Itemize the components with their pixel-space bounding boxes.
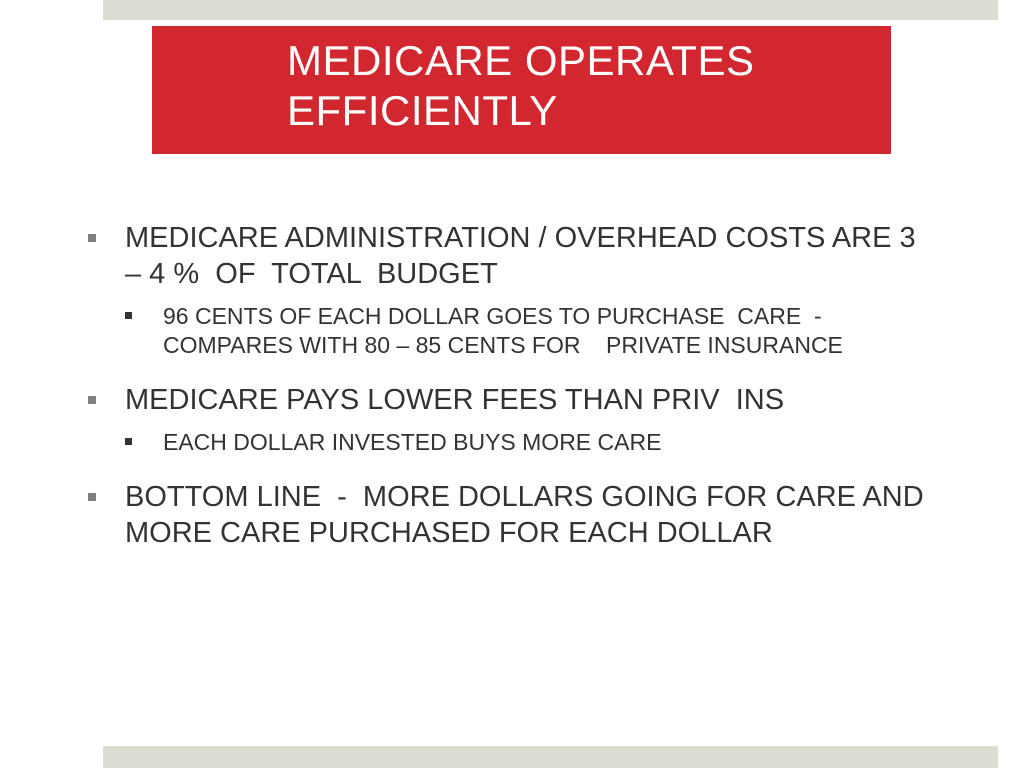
bullet-group: MEDICARE PAYS LOWER FEES THAN PRIV INS E… xyxy=(88,382,938,457)
square-bullet-icon xyxy=(125,312,132,319)
square-bullet-icon xyxy=(125,438,132,445)
sub-bullet-list: EACH DOLLAR INVESTED BUYS MORE CARE xyxy=(125,428,938,457)
sub-bullet-item: EACH DOLLAR INVESTED BUYS MORE CARE xyxy=(125,428,938,457)
square-bullet-icon xyxy=(88,396,96,404)
bullet-item: BOTTOM LINE - MORE DOLLARS GOING FOR CAR… xyxy=(88,479,938,551)
sub-bullet-list: 96 CENTS OF EACH DOLLAR GOES TO PURCHASE… xyxy=(125,302,938,360)
square-bullet-icon xyxy=(88,234,96,242)
square-bullet-icon xyxy=(88,493,96,501)
sub-bullet-item: 96 CENTS OF EACH DOLLAR GOES TO PURCHASE… xyxy=(125,302,938,360)
top-decorative-band xyxy=(103,0,998,20)
title-box: MEDICARE OPERATES EFFICIENTLY xyxy=(152,26,891,154)
bottom-decorative-band xyxy=(103,746,998,768)
slide-title: MEDICARE OPERATES EFFICIENTLY xyxy=(287,37,755,134)
bullet-group: MEDICARE ADMINISTRATION / OVERHEAD COSTS… xyxy=(88,220,938,360)
sub-bullet-text: 96 CENTS OF EACH DOLLAR GOES TO PURCHASE… xyxy=(163,303,843,358)
bullet-item: MEDICARE ADMINISTRATION / OVERHEAD COSTS… xyxy=(88,220,938,292)
bullet-item: MEDICARE PAYS LOWER FEES THAN PRIV INS xyxy=(88,382,938,418)
sub-bullet-text: EACH DOLLAR INVESTED BUYS MORE CARE xyxy=(163,429,662,455)
bullet-text: BOTTOM LINE - MORE DOLLARS GOING FOR CAR… xyxy=(125,481,932,549)
bullet-list: MEDICARE ADMINISTRATION / OVERHEAD COSTS… xyxy=(88,220,938,573)
bullet-group: BOTTOM LINE - MORE DOLLARS GOING FOR CAR… xyxy=(88,479,938,551)
bullet-text: MEDICARE PAYS LOWER FEES THAN PRIV INS xyxy=(125,384,785,416)
bullet-text: MEDICARE ADMINISTRATION / OVERHEAD COSTS… xyxy=(125,222,924,290)
